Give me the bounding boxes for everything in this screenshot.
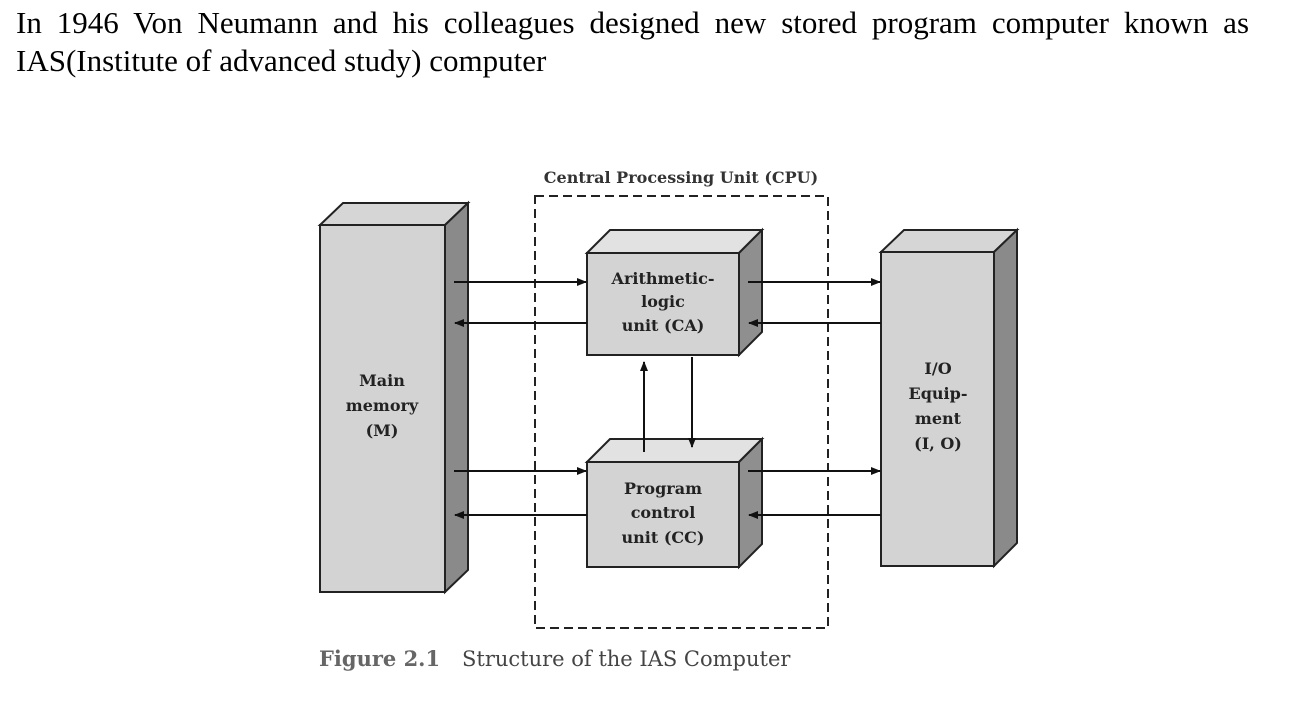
- main-memory-box: Main memory (M): [317, 200, 471, 595]
- figure-caption-text: Structure of the IAS Computer: [462, 647, 791, 671]
- figure-caption-number: Figure 2.1: [319, 646, 440, 671]
- pcu-label-1: Program: [624, 479, 702, 498]
- alu-label-2: logic: [641, 292, 685, 311]
- io-label-4: (I, O): [914, 434, 962, 453]
- io-label-1: I/O: [924, 359, 951, 378]
- alu-label-3: unit (CA): [622, 316, 705, 335]
- io-equipment-box: I/O Equip- ment (I, O): [878, 227, 1020, 569]
- program-control-unit-box: Program control unit (CC): [584, 436, 765, 570]
- intro-line-2: known as IAS(Institute of advanced study…: [16, 5, 1250, 78]
- main-memory-label-1: Main: [359, 371, 405, 390]
- alu-label-1: Arithmetic-: [611, 269, 715, 288]
- intro-paragraph: In 1946 Von Neumann and his colleagues d…: [16, 4, 1249, 80]
- io-label-2: Equip-: [909, 384, 968, 403]
- cpu-boundary: [534, 195, 829, 629]
- io-label-3: ment: [915, 409, 962, 428]
- main-memory-label-3: (M): [366, 421, 399, 440]
- figure-caption: Figure 2.1 Structure of the IAS Computer: [319, 646, 791, 671]
- main-memory-label-2: memory: [346, 396, 419, 415]
- pcu-label-2: control: [631, 503, 696, 522]
- intro-line-1: In 1946 Von Neumann and his colleagues d…: [16, 5, 1109, 40]
- cpu-label: Central Processing Unit (CPU): [544, 168, 818, 187]
- pcu-label-3: unit (CC): [622, 528, 705, 547]
- alu-box: Arithmetic- logic unit (CA): [584, 227, 765, 358]
